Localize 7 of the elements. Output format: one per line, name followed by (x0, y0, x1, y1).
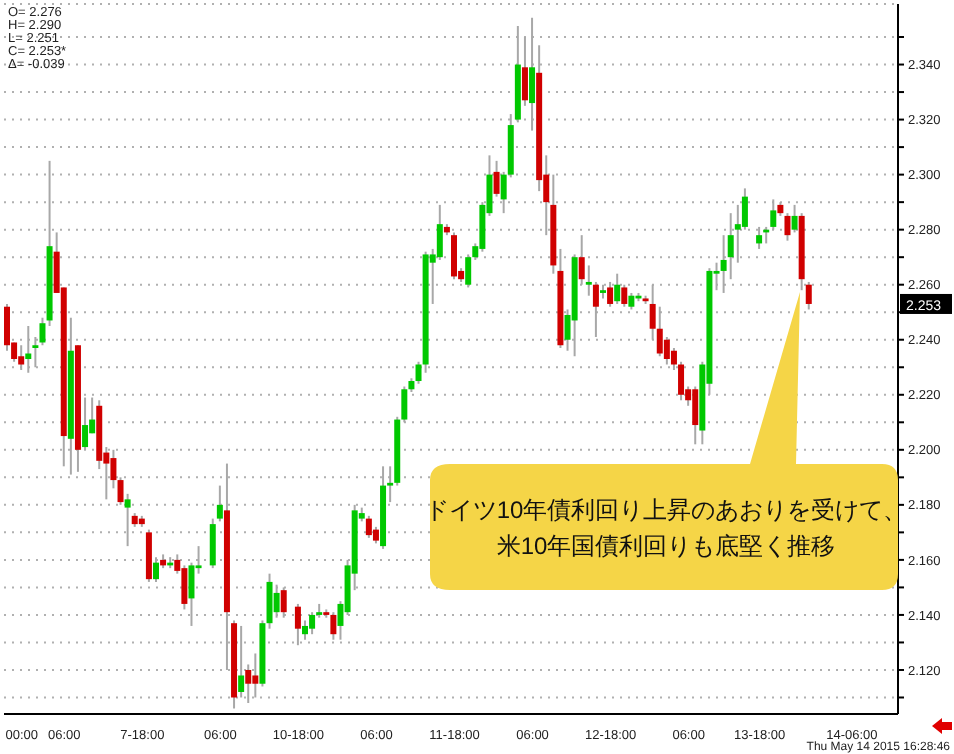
annotation: 米10年国債利回りも底堅く推移 (496, 532, 836, 560)
candlestick (273, 583, 280, 619)
annotation: ドイツ10年債利回り上昇のあおりを受けて、 (424, 496, 908, 524)
candlestick (209, 517, 216, 570)
candlestick (145, 528, 152, 583)
candlestick (692, 385, 699, 446)
candlestick (266, 572, 273, 630)
